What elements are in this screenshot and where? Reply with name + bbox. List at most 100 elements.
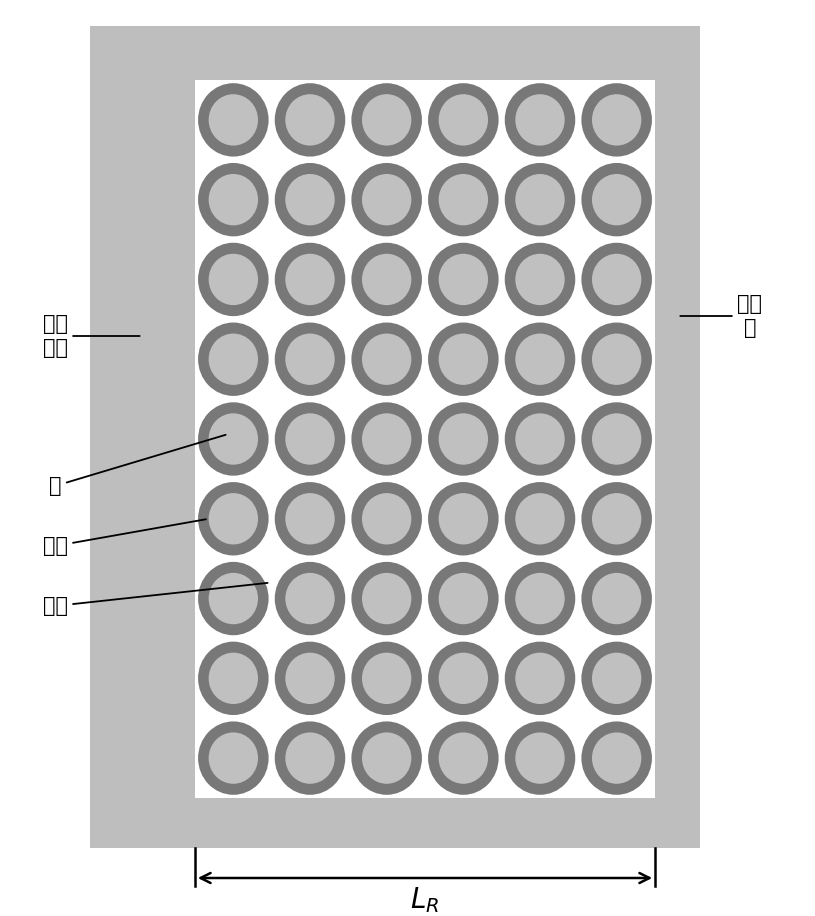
Ellipse shape	[428, 83, 499, 157]
Ellipse shape	[428, 722, 499, 795]
Ellipse shape	[285, 413, 335, 464]
Ellipse shape	[581, 562, 652, 636]
Text: $L_R$: $L_R$	[411, 885, 439, 915]
Ellipse shape	[592, 652, 641, 704]
Ellipse shape	[285, 254, 335, 305]
Ellipse shape	[504, 641, 575, 715]
Ellipse shape	[504, 402, 575, 475]
Ellipse shape	[209, 174, 258, 225]
Text: 空气: 空气	[42, 583, 267, 616]
Ellipse shape	[351, 243, 422, 316]
Ellipse shape	[275, 243, 346, 316]
Ellipse shape	[581, 163, 652, 236]
Ellipse shape	[438, 254, 488, 305]
Ellipse shape	[351, 482, 422, 555]
Ellipse shape	[581, 482, 652, 555]
Ellipse shape	[515, 94, 565, 146]
Ellipse shape	[198, 402, 269, 475]
Ellipse shape	[209, 254, 258, 305]
Ellipse shape	[515, 493, 565, 544]
Ellipse shape	[428, 482, 499, 555]
Ellipse shape	[428, 322, 499, 396]
Ellipse shape	[581, 402, 652, 475]
Ellipse shape	[351, 562, 422, 636]
Ellipse shape	[581, 641, 652, 715]
Ellipse shape	[285, 94, 335, 146]
Ellipse shape	[285, 733, 335, 784]
Ellipse shape	[592, 413, 641, 464]
Ellipse shape	[198, 322, 269, 396]
Ellipse shape	[275, 562, 346, 636]
Ellipse shape	[351, 322, 422, 396]
Ellipse shape	[515, 572, 565, 624]
Ellipse shape	[504, 322, 575, 396]
Ellipse shape	[592, 94, 641, 146]
Ellipse shape	[362, 254, 412, 305]
Ellipse shape	[515, 333, 565, 385]
Ellipse shape	[438, 733, 488, 784]
Ellipse shape	[438, 572, 488, 624]
Ellipse shape	[592, 493, 641, 544]
Ellipse shape	[438, 652, 488, 704]
Ellipse shape	[275, 482, 346, 555]
Ellipse shape	[592, 254, 641, 305]
Ellipse shape	[209, 94, 258, 146]
Ellipse shape	[362, 733, 412, 784]
Ellipse shape	[285, 652, 335, 704]
Ellipse shape	[581, 243, 652, 316]
Ellipse shape	[275, 402, 346, 475]
Ellipse shape	[428, 163, 499, 236]
Ellipse shape	[504, 722, 575, 795]
Ellipse shape	[198, 83, 269, 157]
Ellipse shape	[209, 733, 258, 784]
Ellipse shape	[209, 333, 258, 385]
Bar	[195, 798, 700, 848]
Ellipse shape	[428, 562, 499, 636]
Ellipse shape	[428, 402, 499, 475]
Ellipse shape	[438, 413, 488, 464]
Ellipse shape	[581, 322, 652, 396]
Text: 铜: 铜	[49, 435, 226, 496]
Ellipse shape	[275, 83, 346, 157]
Ellipse shape	[515, 652, 565, 704]
Ellipse shape	[504, 562, 575, 636]
Ellipse shape	[198, 722, 269, 795]
Ellipse shape	[275, 322, 346, 396]
Ellipse shape	[209, 493, 258, 544]
Ellipse shape	[351, 83, 422, 157]
Text: 漆层: 漆层	[42, 519, 206, 556]
Ellipse shape	[438, 94, 488, 146]
Bar	[90, 26, 195, 848]
Ellipse shape	[351, 722, 422, 795]
Ellipse shape	[209, 652, 258, 704]
Ellipse shape	[515, 254, 565, 305]
Bar	[195, 26, 700, 80]
Ellipse shape	[198, 163, 269, 236]
Ellipse shape	[351, 641, 422, 715]
Text: 线圈
骨架: 线圈 骨架	[42, 314, 139, 357]
Ellipse shape	[362, 413, 412, 464]
Ellipse shape	[198, 243, 269, 316]
Ellipse shape	[362, 652, 412, 704]
Bar	[195, 80, 655, 798]
Ellipse shape	[285, 572, 335, 624]
Ellipse shape	[351, 163, 422, 236]
Ellipse shape	[504, 163, 575, 236]
Ellipse shape	[438, 493, 488, 544]
Ellipse shape	[285, 493, 335, 544]
Ellipse shape	[438, 174, 488, 225]
Text: 包封
层: 包封 层	[681, 294, 763, 338]
Ellipse shape	[275, 163, 346, 236]
Ellipse shape	[428, 243, 499, 316]
Ellipse shape	[362, 333, 412, 385]
Ellipse shape	[504, 482, 575, 555]
Ellipse shape	[209, 572, 258, 624]
Ellipse shape	[504, 83, 575, 157]
Ellipse shape	[285, 333, 335, 385]
Ellipse shape	[198, 562, 269, 636]
Ellipse shape	[275, 722, 346, 795]
Bar	[655, 80, 700, 798]
Ellipse shape	[592, 572, 641, 624]
Ellipse shape	[592, 333, 641, 385]
Ellipse shape	[581, 83, 652, 157]
